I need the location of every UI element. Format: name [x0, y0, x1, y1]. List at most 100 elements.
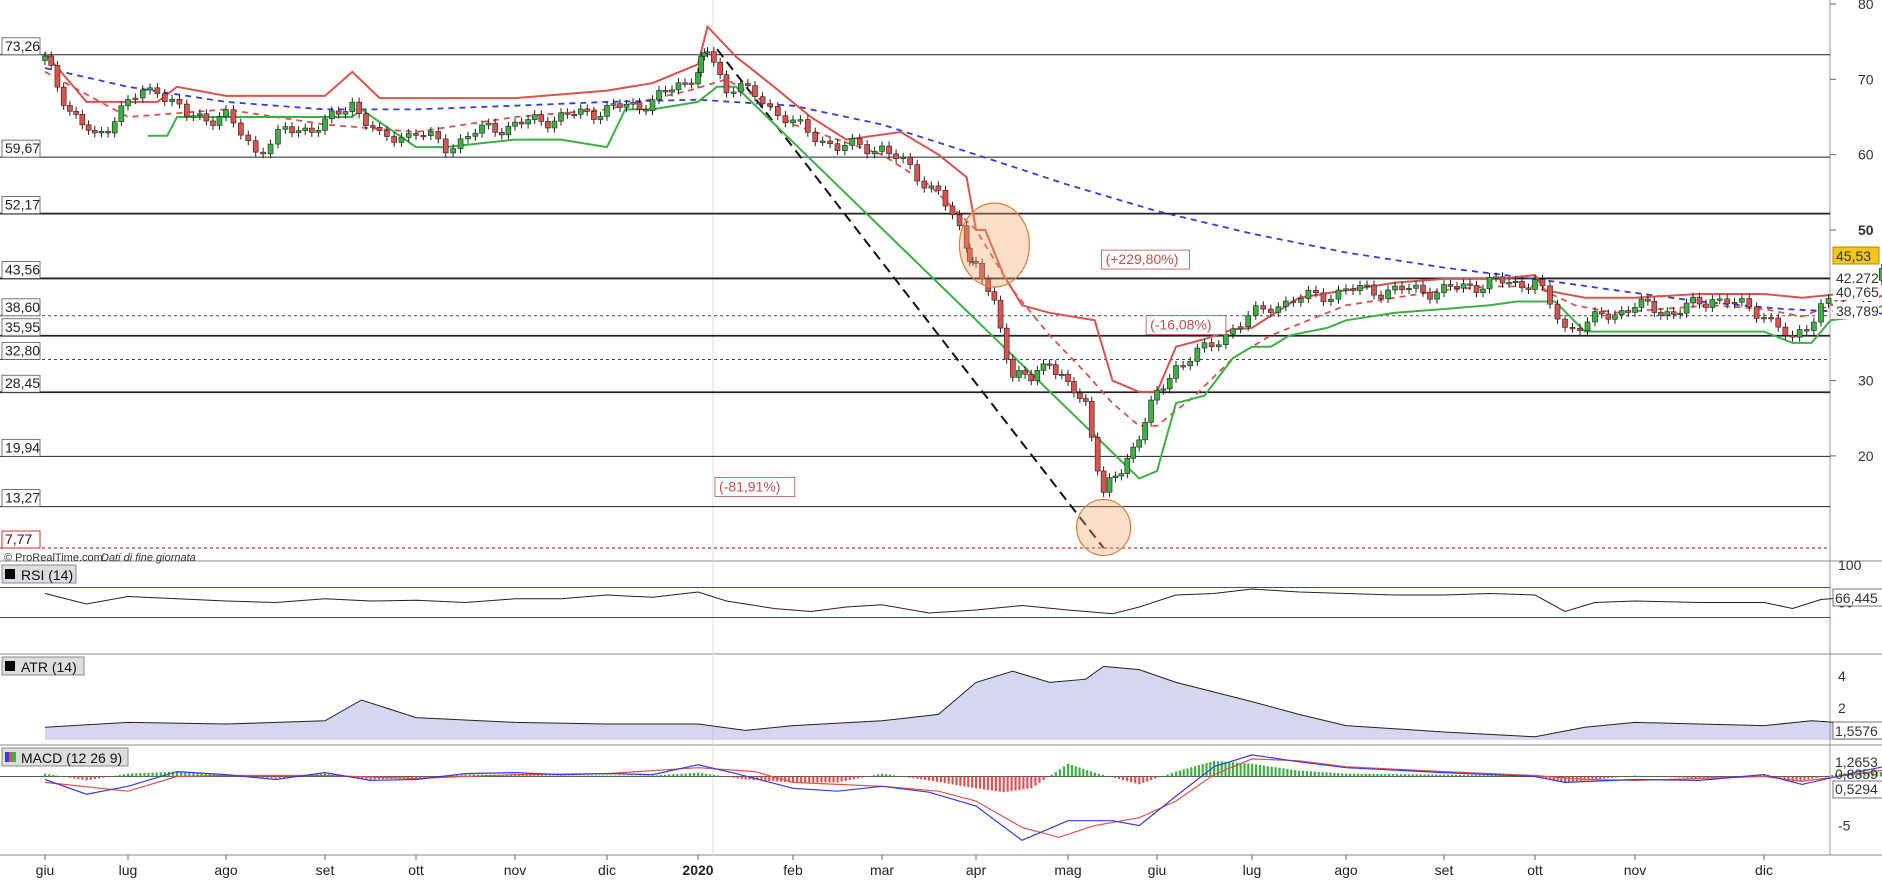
macd-histogram-bar — [884, 774, 888, 777]
macd-histogram-bar — [1610, 776, 1613, 778]
annotation-box — [1145, 315, 1227, 336]
candle-body — [928, 185, 935, 189]
macd-histogram-bar — [1502, 775, 1505, 777]
macd-histogram-bar — [1105, 775, 1109, 777]
candle-body — [1364, 284, 1370, 287]
candle-body — [485, 122, 492, 126]
macd-histogram-bar — [1678, 776, 1681, 778]
candle-body — [1782, 326, 1789, 336]
macd-histogram-bar — [1082, 768, 1085, 777]
candle-body — [812, 131, 819, 143]
macd-histogram-bar — [1799, 776, 1802, 781]
macd-histogram-bar — [1875, 772, 1878, 777]
macd-histogram-bar — [1827, 775, 1830, 777]
macd-histogram-bar — [548, 775, 551, 777]
macd-histogram-bar — [1235, 762, 1238, 777]
macd-histogram-bar — [1089, 771, 1093, 777]
macd-histogram-bar — [278, 776, 281, 779]
candle-body — [1215, 344, 1222, 348]
macd-histogram-bar — [1247, 763, 1250, 777]
rsi-tick-label: 100 — [1838, 557, 1862, 573]
macd-histogram-bar — [716, 775, 719, 777]
macd-histogram-bar — [740, 776, 743, 779]
candle-body — [132, 97, 139, 100]
candle-body — [1731, 301, 1738, 305]
price-tick-label: 60 — [1858, 147, 1874, 163]
candle-body — [1003, 327, 1010, 360]
candle-body — [914, 164, 921, 182]
candle-body — [584, 108, 591, 112]
candle-body — [1160, 388, 1167, 391]
macd-histogram-bar — [176, 771, 179, 777]
macd-histogram-bar — [139, 773, 142, 777]
candle-body — [190, 115, 197, 118]
candle-body — [1427, 291, 1433, 300]
macd-histogram-bar — [844, 776, 847, 781]
macd-histogram-bar — [127, 773, 130, 777]
macd-histogram-bar — [768, 776, 771, 781]
candle-body — [391, 136, 397, 143]
macd-histogram-bar — [1403, 774, 1406, 777]
candle-body — [1100, 470, 1107, 493]
candle-body — [1519, 280, 1525, 289]
macd-last-value: 0,5294 — [1835, 781, 1878, 797]
macd-histogram-bar — [1395, 774, 1399, 777]
macd-histogram-bar — [73, 776, 76, 779]
macd-histogram-bar — [456, 775, 459, 777]
atr-area — [45, 666, 1882, 740]
macd-histogram-bar — [1146, 776, 1149, 782]
macd-histogram-bar — [1178, 770, 1181, 777]
candle-body — [610, 103, 617, 106]
macd-histogram-bar — [1815, 776, 1818, 778]
macd-histogram-bar — [1093, 772, 1096, 777]
macd-histogram-bar — [1364, 773, 1367, 777]
macd-histogram-bar — [598, 775, 601, 777]
candle-body — [1825, 298, 1832, 304]
candle-body — [1260, 305, 1267, 310]
macd-histogram-bar — [1595, 776, 1598, 780]
macd-legend-swatch — [9, 752, 12, 762]
macd-histogram-bar — [106, 776, 109, 778]
macd-histogram-bar — [1201, 764, 1204, 777]
macd-legend-swatch — [5, 752, 9, 762]
candle-body — [1460, 283, 1467, 289]
macd-histogram-bar — [692, 772, 696, 777]
macd-histogram-bar — [736, 776, 739, 779]
candle-body — [1208, 342, 1215, 348]
level-label: 52,17 — [5, 197, 40, 213]
candle-body — [1071, 381, 1077, 394]
candle-body — [1148, 399, 1154, 423]
candle-body — [966, 247, 973, 262]
candle-body — [1562, 318, 1568, 328]
macd-histogram-bar — [1154, 776, 1157, 779]
macd-histogram-bar — [1086, 770, 1089, 777]
macd-histogram-bar — [1038, 776, 1041, 783]
x-tick-label: giu — [36, 862, 55, 878]
macd-histogram-bar — [1556, 776, 1559, 781]
candle-body — [1696, 296, 1703, 305]
macd-histogram-bar — [1803, 776, 1806, 781]
candle-body — [1194, 347, 1201, 362]
macd-histogram-bar — [1706, 776, 1709, 778]
macd-histogram-bar — [102, 776, 105, 778]
macd-histogram-bar — [1646, 776, 1649, 777]
macd-histogram-bar — [860, 776, 863, 778]
rsi-last-value: 66,445 — [1835, 590, 1878, 606]
macd-histogram-bar — [697, 772, 700, 777]
candle-body — [405, 133, 412, 138]
macd-histogram-bar — [647, 775, 650, 777]
macd-histogram-bar — [1134, 776, 1137, 784]
macd-histogram-bar — [1251, 763, 1254, 777]
macd-histogram-bar — [876, 774, 880, 777]
last-value-label: 40,765 — [1836, 284, 1879, 300]
candle-body — [956, 214, 963, 227]
candle-body — [774, 106, 781, 116]
macd-histogram-bar — [1002, 776, 1005, 793]
macd-histogram-bar — [1130, 776, 1133, 783]
macd-histogram-bar — [1831, 775, 1834, 777]
candle-body — [322, 118, 328, 131]
candle-body — [1739, 298, 1745, 303]
candle-body — [67, 105, 73, 112]
macd-histogram-bar — [676, 773, 679, 777]
candle-body — [1605, 313, 1612, 320]
